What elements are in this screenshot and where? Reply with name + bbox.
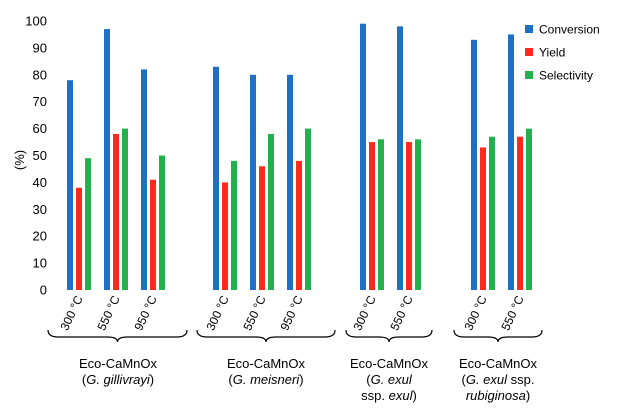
- category-label: 550 °C: [387, 293, 415, 333]
- bar-selectivity: [122, 128, 128, 290]
- y-tick-label: 30: [33, 202, 47, 217]
- bar-conversion: [508, 34, 514, 291]
- y-tick-label: 0: [40, 283, 47, 298]
- category-label: 550 °C: [498, 293, 526, 333]
- category-label: 300 °C: [57, 293, 85, 333]
- bar-conversion: [397, 26, 403, 290]
- bar-conversion: [250, 74, 256, 290]
- bar-yield: [222, 182, 228, 290]
- y-tick-label: 90: [33, 40, 47, 55]
- y-tick-label: 40: [33, 175, 47, 190]
- group-braces: [47, 329, 543, 343]
- group-label: Eco-CaMnOx (G. exul ssp. exul): [319, 356, 459, 404]
- bar-conversion: [67, 80, 73, 291]
- legend-label-yield: Yield: [539, 46, 565, 60]
- group-label-line1: Eco-CaMnOx: [349, 356, 429, 371]
- group-label-line2: (G. exul: [366, 372, 412, 387]
- group-label-line2: (G. exul ssp.: [461, 372, 535, 387]
- group-label: Eco-CaMnOx (G. exul ssp. rubiginosa): [428, 356, 568, 404]
- bar-selectivity: [268, 133, 274, 290]
- category-label: 300 °C: [350, 293, 378, 333]
- group-label-line2: (G. gillivrayi): [81, 372, 155, 387]
- bar-selectivity: [159, 155, 165, 290]
- legend-label-conversion: Conversion: [539, 23, 600, 37]
- y-axis: 0 10 20 30 40 50 60 70 80 90 100: [25, 14, 47, 298]
- bar-selectivity: [378, 139, 384, 290]
- y-tick-label: 60: [33, 121, 47, 136]
- bar-yield: [369, 142, 375, 290]
- bar-conversion: [141, 69, 147, 290]
- group-label-line1: Eco-CaMnOx: [78, 356, 158, 371]
- group-label: Eco-CaMnOx (G. gillivrayi): [48, 356, 188, 388]
- bar-yield: [406, 142, 412, 290]
- category-label: 550 °C: [94, 293, 122, 333]
- bar-selectivity: [489, 136, 495, 290]
- bar-selectivity: [85, 158, 91, 290]
- y-tick-label: 70: [33, 94, 47, 109]
- bar-yield: [259, 166, 265, 290]
- bar-selectivity: [231, 160, 237, 290]
- category-label: 950 °C: [131, 293, 159, 333]
- group-brace: [453, 329, 543, 343]
- group-label-line1: Eco-CaMnOx: [226, 356, 306, 371]
- bars: [67, 23, 532, 291]
- y-tick-label: 20: [33, 229, 47, 244]
- bar-yield: [113, 133, 119, 290]
- group-label-line1: Eco-CaMnOx: [458, 356, 538, 371]
- bar-yield: [150, 179, 156, 290]
- legend-label-selectivity: Selectivity: [539, 69, 593, 83]
- category-label: 550 °C: [240, 293, 268, 333]
- bar-selectivity: [305, 128, 311, 290]
- group-label-line2: (G. meisneri): [228, 372, 304, 387]
- bar-selectivity: [526, 128, 532, 290]
- bar-conversion: [213, 66, 219, 290]
- bar-conversion: [287, 74, 293, 290]
- bar-conversion: [104, 29, 110, 290]
- bar-yield: [296, 160, 302, 290]
- bar-yield: [480, 147, 486, 290]
- group-brace: [345, 329, 433, 343]
- y-tick-label: 50: [33, 148, 47, 163]
- group-brace: [47, 329, 188, 343]
- bar-selectivity: [415, 139, 421, 290]
- legend-swatch-conversion: [525, 25, 533, 33]
- y-tick-label: 80: [33, 67, 47, 82]
- category-label: 300 °C: [203, 293, 231, 333]
- bar-yield: [76, 187, 82, 290]
- y-tick-label: 100: [25, 14, 47, 29]
- category-label: 300 °C: [461, 293, 489, 333]
- legend: Conversion Yield Selectivity: [525, 23, 600, 83]
- category-label: 950 °C: [277, 293, 305, 333]
- group-label: Eco-CaMnOx (G. meisneri): [196, 356, 336, 388]
- group-brace: [196, 329, 336, 343]
- y-axis-label: (%): [12, 150, 27, 170]
- category-labels: 300 °C 550 °C 950 °C 300 °C 550 °C 950 °C 300 …: [57, 293, 526, 333]
- group-label-line3: ssp. exul): [361, 388, 417, 403]
- group-label-line3: rubiginosa): [465, 388, 531, 403]
- bar-conversion: [360, 23, 366, 290]
- y-tick-label: 10: [33, 256, 47, 271]
- bar-yield: [517, 136, 523, 290]
- bar-conversion: [471, 39, 477, 290]
- legend-swatch-selectivity: [525, 71, 533, 79]
- legend-swatch-yield: [525, 48, 533, 56]
